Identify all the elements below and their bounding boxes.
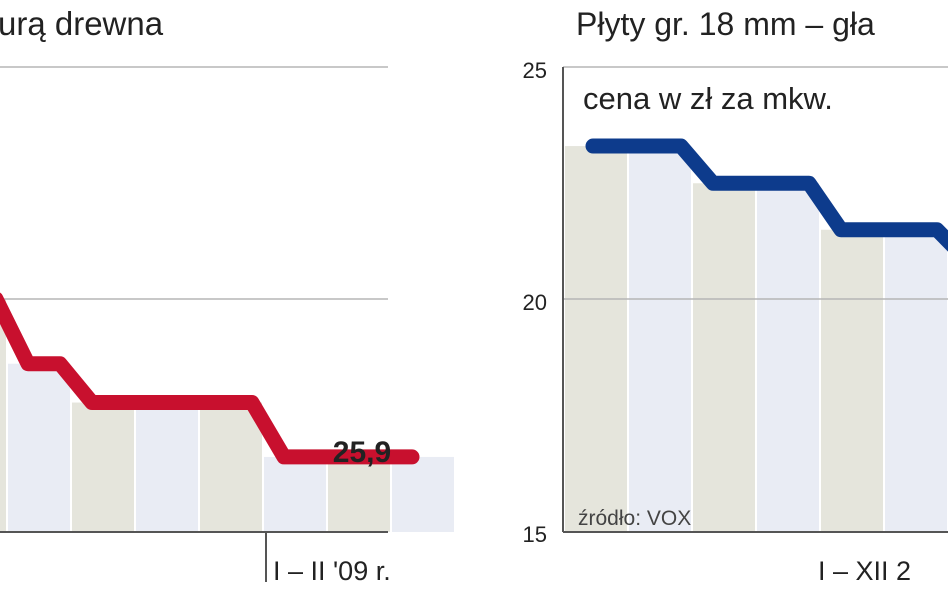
left-band bbox=[328, 456, 390, 532]
left-chart-title: urą drewna bbox=[0, 5, 164, 42]
left-band bbox=[200, 402, 262, 532]
left-series-line bbox=[0, 292, 420, 465]
left-band bbox=[72, 402, 134, 532]
right-band bbox=[757, 183, 819, 532]
left-band bbox=[8, 363, 70, 532]
left-band bbox=[264, 456, 326, 532]
right-ytick-label: 25 bbox=[523, 58, 547, 83]
right-ytick-label: 15 bbox=[523, 522, 547, 547]
right-x-label: I – XII 2 bbox=[818, 556, 911, 586]
left-band bbox=[392, 456, 454, 532]
source-note: źródło: VOX bbox=[578, 507, 691, 530]
right-band bbox=[885, 229, 947, 532]
left-value-label: 25,9 bbox=[333, 436, 391, 469]
left-band bbox=[136, 402, 198, 532]
right-chart: 25 20 15 Płyty gr. 18 mm – gła cena w zł… bbox=[523, 6, 948, 586]
right-band bbox=[565, 146, 627, 533]
right-band bbox=[629, 146, 691, 533]
right-series-line bbox=[585, 138, 948, 252]
left-band bbox=[0, 299, 6, 532]
right-chart-subtitle: cena w zł za mkw. bbox=[583, 81, 833, 116]
right-band bbox=[821, 229, 883, 532]
left-x-label: I – II '09 r. bbox=[273, 556, 391, 586]
right-bands bbox=[565, 146, 947, 533]
left-chart: urą drewna I – II '09 r. 25,9 bbox=[0, 5, 454, 586]
right-ytick-label: 20 bbox=[523, 290, 547, 315]
right-chart-title: Płyty gr. 18 mm – gła bbox=[576, 6, 875, 42]
left-bands bbox=[0, 299, 454, 532]
right-band bbox=[693, 183, 755, 532]
